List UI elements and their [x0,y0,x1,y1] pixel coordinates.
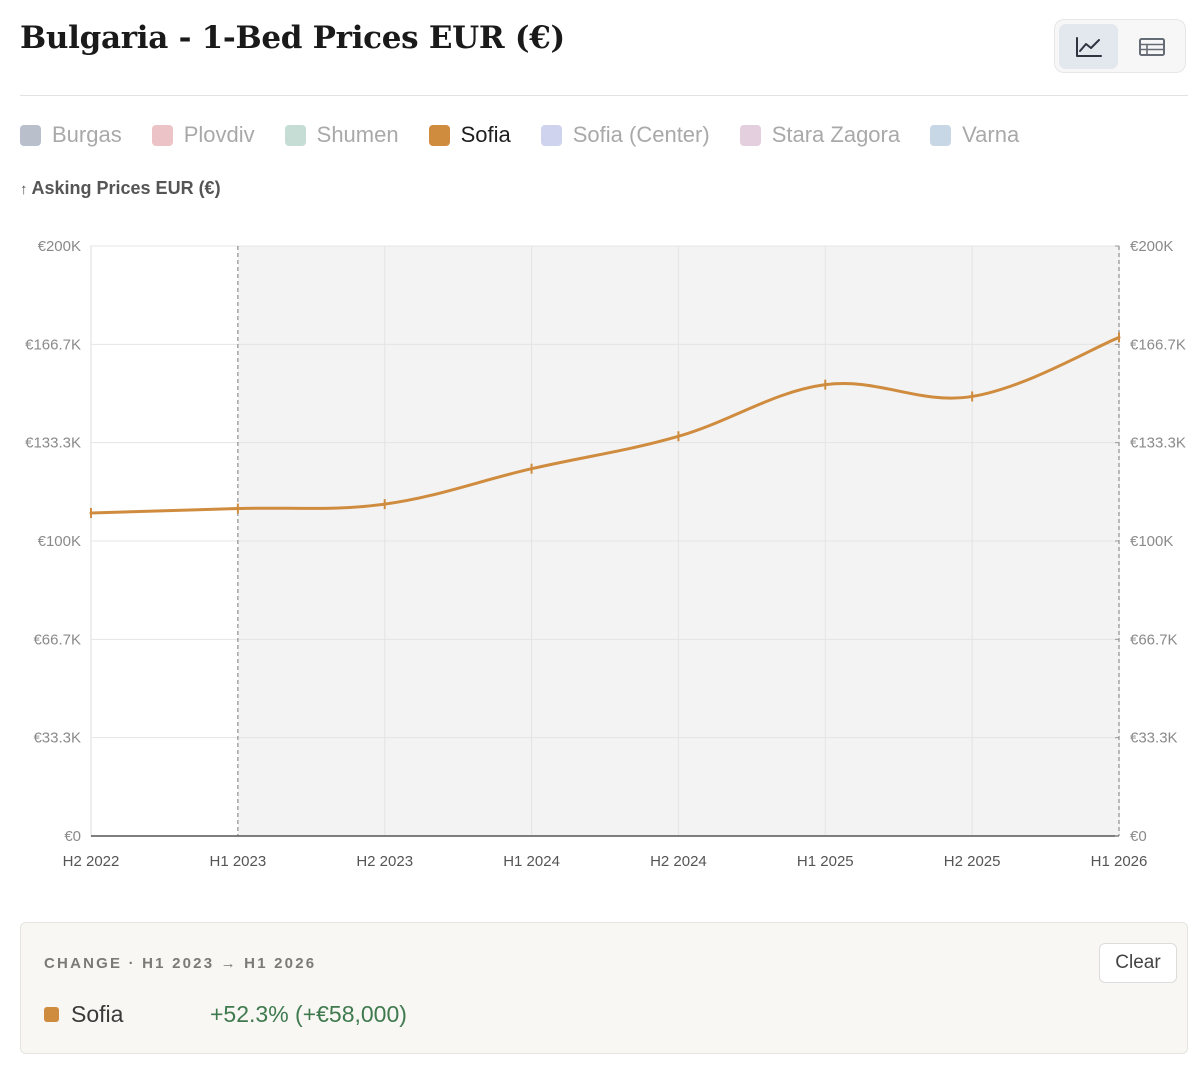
legend-item-plovdiv[interactable]: Plovdiv [151,122,255,148]
legend-swatch [540,124,562,146]
y-tick-label-right: €166.7K [1130,336,1186,353]
x-tick-label: H1 2024 [503,853,560,870]
x-tick-label: H2 2024 [650,853,707,870]
change-title: CHANGE · H1 2023 → H1 2026 [44,955,317,972]
x-tick-label: H2 2023 [356,853,413,870]
x-tick-label: H2 2025 [944,853,1001,870]
legend-swatch [930,124,952,146]
legend: Burgas Plovdiv Shumen Sofia Sofia (Center) St… [20,122,1049,148]
legend-item-stara-zagora[interactable]: Stara Zagora [739,122,901,148]
line-chart-icon [1075,36,1102,57]
metric-label: ↑ Asking Prices EUR (€) [20,178,221,199]
y-tick-label-left: €100K [38,533,81,550]
y-tick-label-right: €66.7K [1130,631,1178,648]
legend-item-sofia[interactable]: Sofia [428,122,511,148]
metric-label-text: Asking Prices EUR (€) [31,178,221,198]
y-tick-label-left: €66.7K [33,631,81,648]
table-view-button[interactable] [1122,24,1181,69]
legend-swatch [151,124,173,146]
legend-label: Stara Zagora [771,122,901,147]
x-tick-label: H1 2023 [209,853,266,870]
legend-item-shumen[interactable]: Shumen [284,122,399,148]
change-series-value: +52.3% (+€58,000) [210,1001,407,1027]
price-chart[interactable]: €0 €0 €33.3K €33.3K €66.7K €66.7K €100K €100K €1… [0,220,1200,890]
legend-swatch [284,124,306,146]
y-tick-label-right: €133.3K [1130,435,1186,452]
y-tick-label-left: €0 [64,828,81,845]
y-tick-label-right: €33.3K [1130,730,1178,747]
change-swatch [44,1007,59,1022]
table-icon [1138,37,1165,56]
y-tick-label-left: €33.3K [33,730,81,747]
series-line-sofia [89,335,1121,515]
y-tick-label-right: €100K [1130,533,1173,550]
x-tick-label: H1 2026 [1091,853,1148,870]
legend-item-burgas[interactable]: Burgas [20,122,122,148]
header-divider [20,95,1188,96]
y-tick-label-right: €0 [1130,828,1147,845]
x-tick-label: H1 2025 [797,853,854,870]
legend-swatch [20,124,41,146]
legend-swatch [739,124,761,146]
legend-item-sofia-center[interactable]: Sofia (Center) [540,122,710,148]
clear-button[interactable]: Clear [1099,943,1177,983]
legend-label: Plovdiv [183,122,255,147]
x-tick-label: H2 2022 [63,853,120,870]
legend-label: Sofia (Center) [572,122,710,147]
up-arrow-icon: ↑ [20,181,28,198]
change-panel: CHANGE · H1 2023 → H1 2026 Clear Sofia +… [20,922,1188,1054]
y-tick-label-left: €166.7K [25,336,81,353]
y-tick-label-left: €133.3K [25,435,81,452]
legend-swatch [428,124,450,146]
legend-label: Sofia [460,122,511,147]
legend-label: Varna [962,122,1020,147]
y-tick-label-right: €200K [1130,238,1173,255]
legend-item-varna[interactable]: Varna [930,122,1019,148]
legend-label: Shumen [316,122,399,147]
legend-label: Burgas [52,122,122,147]
change-series-name: Sofia [71,1001,124,1027]
view-toggle [1054,19,1186,73]
change-row: Sofia +52.3% (+€58,000) [44,1001,407,1028]
line-chart-view-button[interactable] [1059,24,1118,69]
y-tick-label-left: €200K [38,238,81,255]
page-title: Bulgaria - 1-Bed Prices EUR (€) [20,20,565,56]
